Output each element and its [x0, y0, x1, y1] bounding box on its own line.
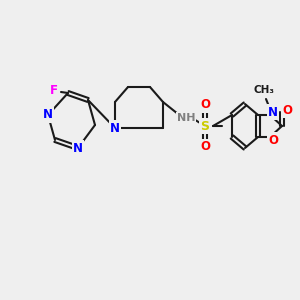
Text: O: O	[268, 134, 278, 146]
Text: N: N	[110, 122, 120, 134]
Text: CH₃: CH₃	[254, 85, 274, 95]
Text: O: O	[200, 98, 210, 112]
Text: F: F	[50, 85, 58, 98]
Text: N: N	[73, 142, 83, 154]
Text: S: S	[200, 119, 209, 133]
Text: N: N	[43, 109, 53, 122]
Text: NH: NH	[177, 113, 195, 123]
Text: N: N	[268, 106, 278, 118]
Text: O: O	[200, 140, 210, 154]
Text: O: O	[282, 103, 292, 116]
